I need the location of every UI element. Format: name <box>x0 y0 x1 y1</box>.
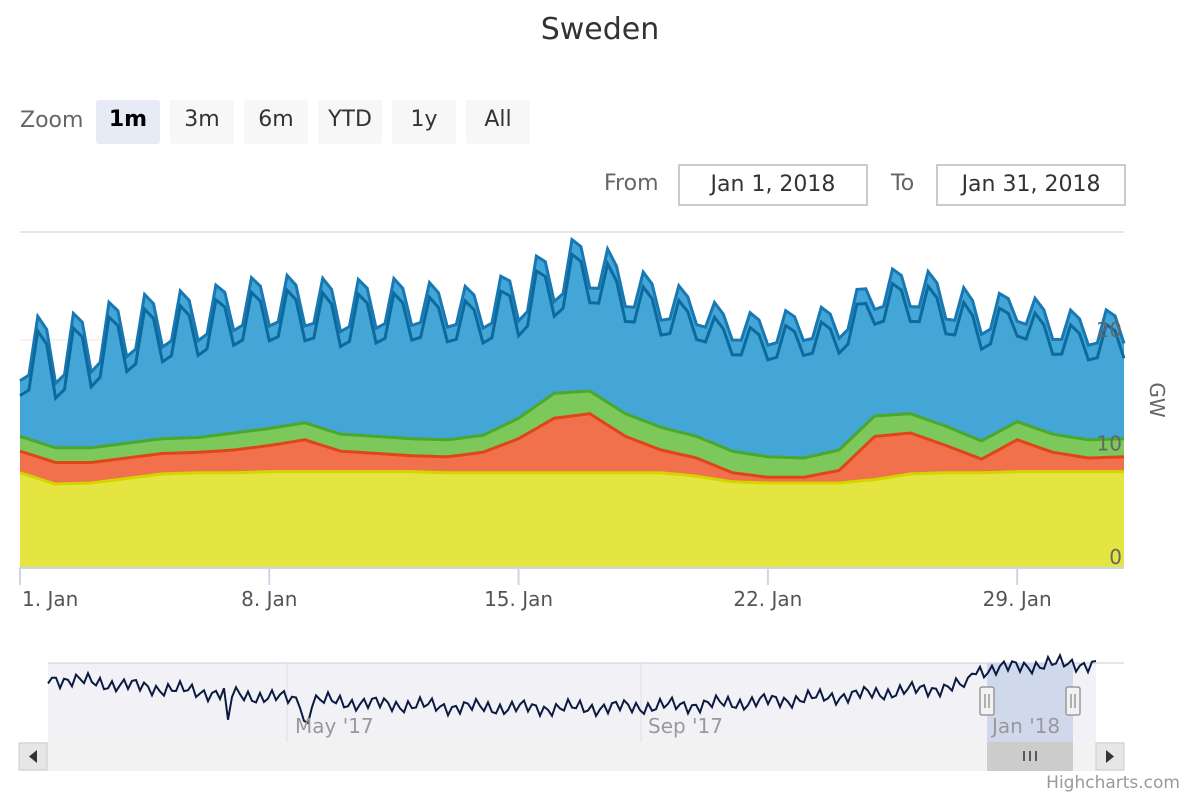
credits-link[interactable]: Highcharts.com <box>1046 773 1180 793</box>
to-date-input[interactable]: Jan 31, 2018 <box>936 164 1126 206</box>
y-axis-title: GW <box>1145 382 1169 417</box>
navigator-x-label: Jan '18 <box>990 714 1060 738</box>
x-tick-label: 1. Jan <box>22 587 78 611</box>
x-tick-label: 8. Jan <box>241 587 297 611</box>
navigator-right-handle[interactable] <box>1065 686 1081 716</box>
area-series-1[interactable] <box>20 471 1124 567</box>
zoom-ytd-button[interactable]: YTD <box>318 100 382 144</box>
area-series-2-line <box>19 412 1125 479</box>
area-series-4[interactable] <box>20 239 1124 458</box>
zoom-1y-button[interactable]: 1y <box>392 100 456 144</box>
scrollbar-track[interactable] <box>20 742 1124 771</box>
zoom-all-button[interactable]: All <box>466 100 530 144</box>
zoom-1m-button[interactable]: 1m <box>96 100 160 144</box>
scroll-right-button[interactable] <box>1095 742 1125 771</box>
navigator-x-label: May '17 <box>295 714 374 738</box>
x-tick-label: 15. Jan <box>484 587 553 611</box>
to-label: To <box>891 171 915 196</box>
navigator-background <box>48 663 1096 742</box>
navigator-selection[interactable] <box>987 663 1073 742</box>
area-series-3[interactable] <box>20 391 1124 478</box>
area-series-1-line <box>19 470 1124 486</box>
y-tick-label: 20 <box>1097 318 1122 342</box>
from-label: From <box>604 171 659 196</box>
y-tick-label: 10 <box>1097 431 1122 455</box>
total-load-line <box>19 251 1126 402</box>
navigator-x-label: Sep '17 <box>648 714 723 738</box>
zoom-6m-button[interactable]: 6m <box>244 100 308 144</box>
navigator-left-handle[interactable] <box>979 686 995 716</box>
zoom-label: Zoom <box>20 108 84 133</box>
x-tick-label: 29. Jan <box>983 587 1052 611</box>
area-series-3-line <box>19 389 1125 460</box>
from-date-input[interactable]: Jan 1, 2018 <box>678 164 868 206</box>
chart-title: Sweden <box>540 12 660 47</box>
y-tick-label: 0 <box>1109 545 1122 569</box>
x-tick-label: 22. Jan <box>733 587 802 611</box>
navigator-series-line <box>47 652 1097 725</box>
area-series-4-line <box>19 236 1126 387</box>
arrow-right-icon <box>1106 750 1114 763</box>
area-series-2[interactable] <box>20 413 1124 485</box>
arrow-left-icon <box>29 750 37 763</box>
zoom-3m-button[interactable]: 3m <box>170 100 234 144</box>
scroll-left-button[interactable] <box>18 742 48 771</box>
